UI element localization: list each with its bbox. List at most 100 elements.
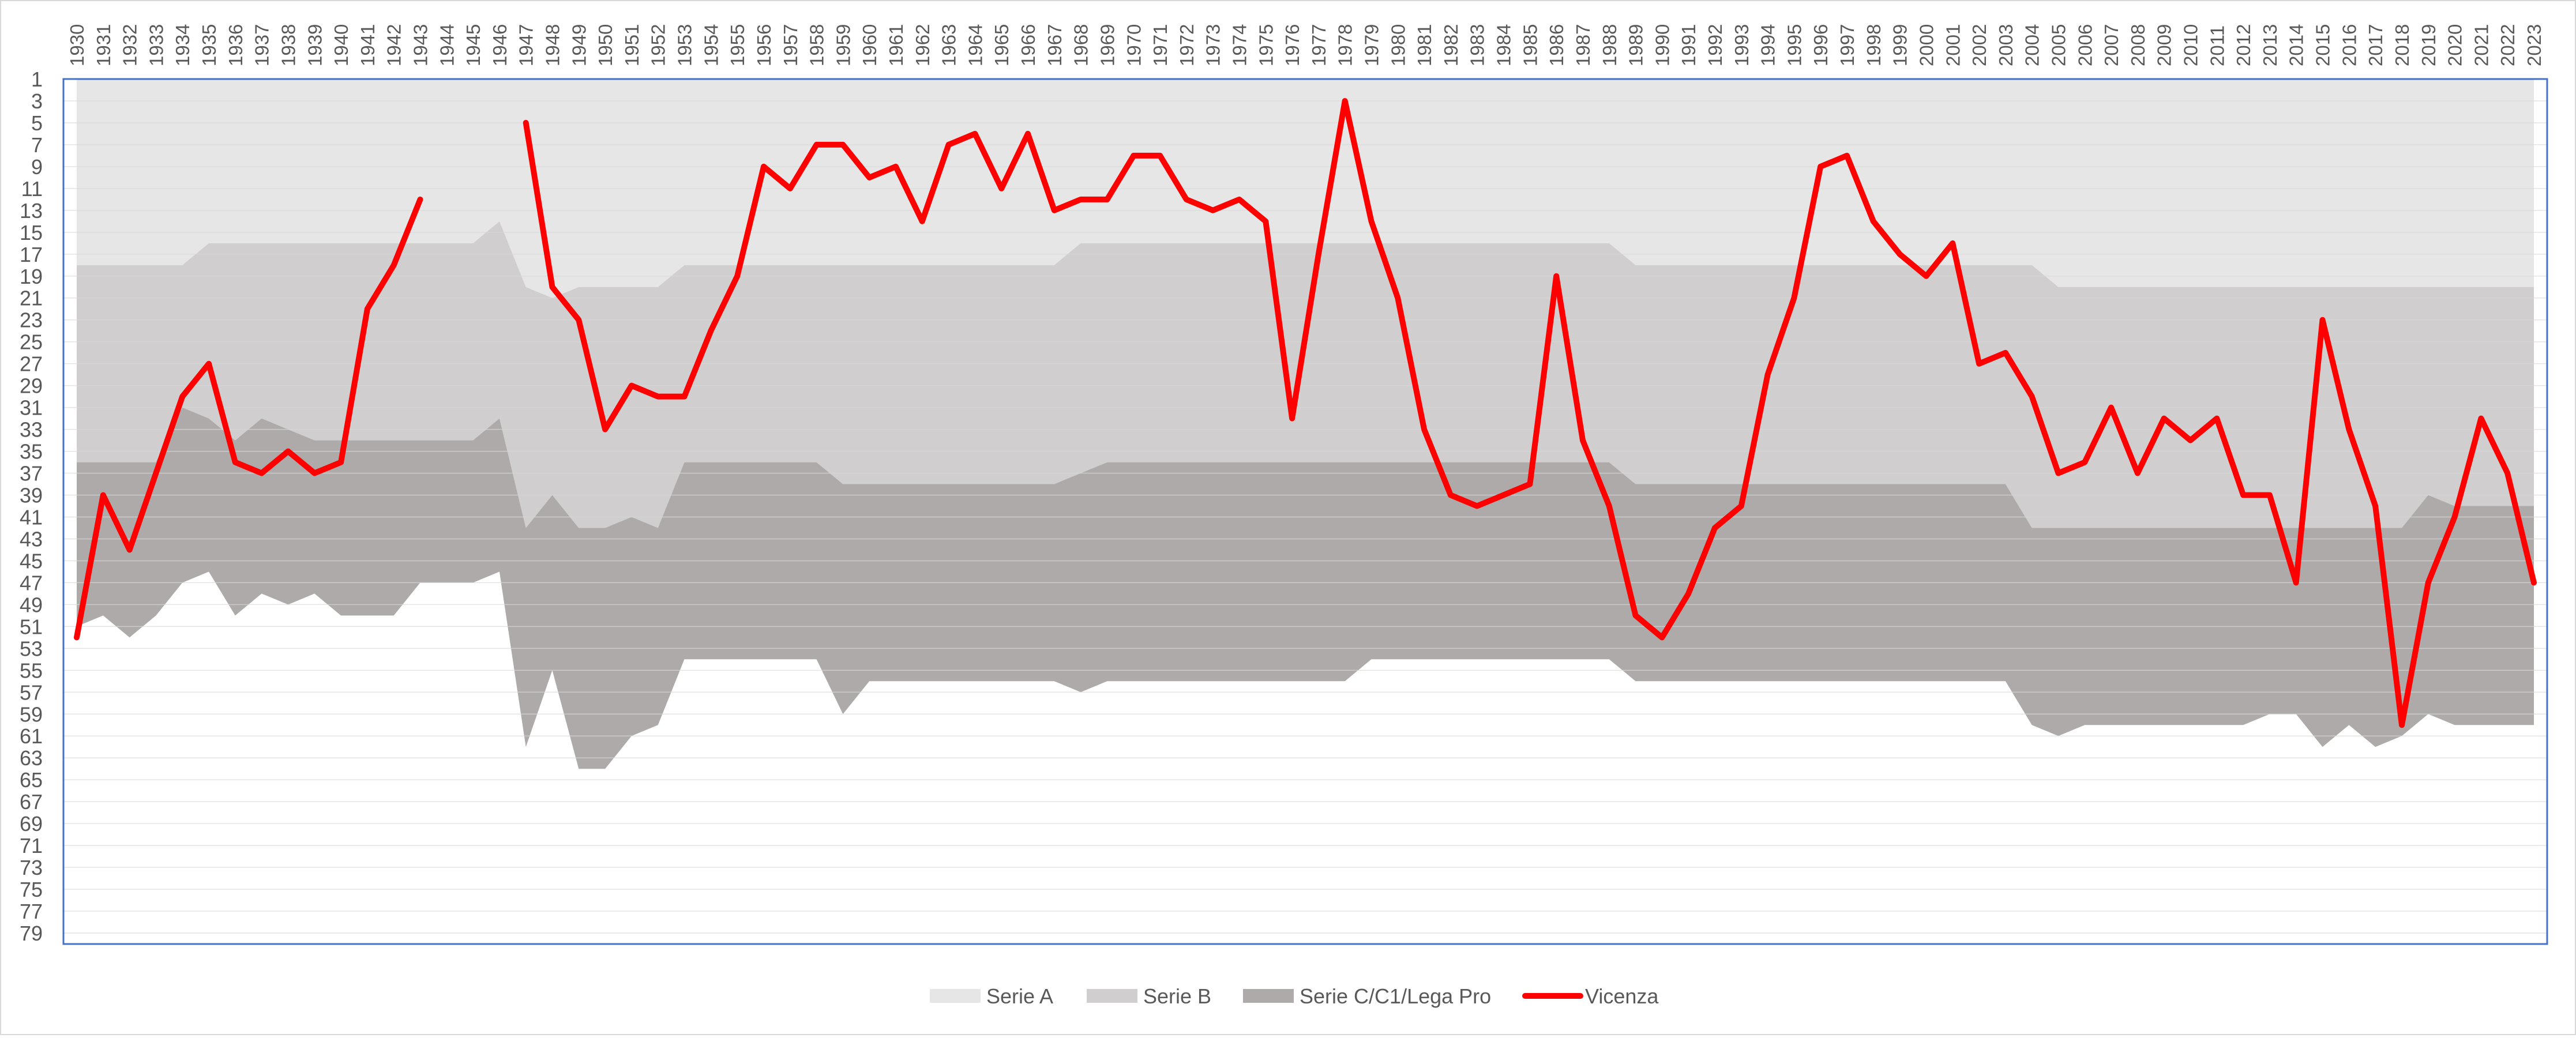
y-tick-label: 37 xyxy=(20,462,43,486)
y-tick-label: 1 xyxy=(31,67,43,91)
y-tick-label: 65 xyxy=(20,768,43,792)
y-tick-label: 45 xyxy=(20,549,43,573)
x-tick-label: 1972 xyxy=(1176,24,1197,66)
x-tick-label: 1991 xyxy=(1678,24,1699,66)
y-tick-label: 77 xyxy=(20,900,43,923)
x-tick-label: 2020 xyxy=(2444,24,2466,66)
x-tick-label: 1990 xyxy=(1651,24,1673,66)
y-tick-label: 67 xyxy=(20,790,43,814)
x-tick-label: 1962 xyxy=(912,24,933,66)
y-tick-label: 47 xyxy=(20,571,43,595)
y-tick-label: 27 xyxy=(20,352,43,376)
legend-swatch xyxy=(1243,989,1294,1003)
x-tick-label: 1940 xyxy=(331,24,352,66)
x-tick-label: 1945 xyxy=(463,24,484,66)
y-tick-label: 69 xyxy=(20,812,43,836)
y-tick-label: 23 xyxy=(20,309,43,332)
y-tick-label: 35 xyxy=(20,440,43,464)
y-tick-label: 15 xyxy=(20,221,43,245)
x-tick-label: 1950 xyxy=(595,24,616,66)
x-tick-label: 1963 xyxy=(938,24,960,66)
y-tick-label: 71 xyxy=(20,834,43,858)
x-tick-label: 1994 xyxy=(1758,24,1779,66)
x-tick-label: 1975 xyxy=(1255,24,1276,66)
x-tick-label: 1955 xyxy=(727,24,748,66)
x-tick-label: 1942 xyxy=(384,24,405,66)
x-tick-label: 1978 xyxy=(1335,24,1356,66)
x-tick-label: 1969 xyxy=(1097,24,1118,66)
plot-border xyxy=(62,78,2548,945)
x-tick-label: 1930 xyxy=(66,24,88,66)
x-tick-label: 2015 xyxy=(2312,24,2334,66)
x-tick-label: 2012 xyxy=(2233,24,2254,66)
x-tick-label: 1966 xyxy=(1017,24,1039,66)
legend-item: Vicenza xyxy=(1522,984,1659,1008)
y-tick-label: 57 xyxy=(20,680,43,704)
x-tick-label: 2017 xyxy=(2365,24,2386,66)
x-tick-label: 1946 xyxy=(489,24,510,66)
x-tick-label: 1988 xyxy=(1599,24,1620,66)
y-tick-label: 73 xyxy=(20,856,43,879)
x-tick-label: 1958 xyxy=(806,24,828,66)
x-tick-label: 1957 xyxy=(780,24,801,66)
x-tick-label: 1947 xyxy=(516,24,537,66)
x-tick-label: 1980 xyxy=(1387,24,1409,66)
x-tick-label: 1971 xyxy=(1150,24,1171,66)
x-tick-label: 1941 xyxy=(357,24,378,66)
x-tick-label: 2014 xyxy=(2286,24,2307,66)
legend-label: Serie B xyxy=(1143,984,1211,1008)
legend-label: Serie C/C1/Lega Pro xyxy=(1300,984,1491,1008)
x-tick-label: 2011 xyxy=(2206,25,2228,66)
grid-layer xyxy=(63,78,2547,934)
x-tick-label: 2009 xyxy=(2154,24,2175,66)
legend: Serie A Serie B Serie C/C1/Lega Pro Vicenza xyxy=(930,984,1659,1008)
y-tick-label: 51 xyxy=(20,615,43,638)
x-tick-label: 2005 xyxy=(2048,24,2070,66)
legend-item: Serie C/C1/Lega Pro xyxy=(1243,984,1491,1008)
y-axis: 1357911131517192123252729313335373941434… xyxy=(20,67,43,945)
x-tick-label: 1944 xyxy=(436,24,457,66)
x-tick-label: 2010 xyxy=(2180,24,2202,66)
x-tick-label: 1932 xyxy=(119,24,141,66)
x-tick-label: 1977 xyxy=(1308,24,1330,66)
x-tick-label: 1976 xyxy=(1282,24,1303,66)
x-tick-label: 1949 xyxy=(568,24,589,66)
x-tick-label: 1934 xyxy=(172,24,193,66)
legend-label: Serie A xyxy=(986,984,1053,1008)
x-tick-label: 1992 xyxy=(1704,24,1726,66)
x-tick-label: 2023 xyxy=(2524,24,2545,66)
x-tick-label: 1996 xyxy=(1810,24,1831,66)
y-tick-label: 33 xyxy=(20,418,43,442)
x-tick-label: 2000 xyxy=(1916,24,1937,66)
x-tick-label: 1987 xyxy=(1572,24,1594,66)
area-band-2 xyxy=(77,407,2534,769)
x-tick-label: 1959 xyxy=(832,24,854,66)
x-tick-label: 1979 xyxy=(1361,24,1383,66)
x-tick-label: 1984 xyxy=(1493,24,1515,66)
x-tick-label: 1956 xyxy=(753,24,775,66)
y-tick-label: 5 xyxy=(31,111,43,135)
x-tick-label: 1968 xyxy=(1071,24,1092,66)
x-tick-label: 1938 xyxy=(278,24,299,66)
x-tick-label: 1961 xyxy=(885,24,907,66)
y-tick-label: 59 xyxy=(20,702,43,726)
x-tick-label: 2002 xyxy=(1969,24,1990,66)
x-tick-label: 1939 xyxy=(304,24,325,66)
x-tick-label: 1993 xyxy=(1731,24,1752,66)
x-tick-label: 1937 xyxy=(251,24,273,66)
y-tick-label: 7 xyxy=(31,133,43,157)
x-tick-label: 1964 xyxy=(964,24,986,66)
x-tick-label: 1999 xyxy=(1890,24,1911,66)
y-tick-label: 43 xyxy=(20,527,43,551)
y-tick-label: 9 xyxy=(31,155,43,179)
legend-swatch xyxy=(1087,989,1137,1003)
line-layer xyxy=(74,98,2537,728)
x-tick-label: 1933 xyxy=(145,24,167,66)
y-tick-label: 41 xyxy=(20,505,43,529)
x-tick-label: 1931 xyxy=(93,24,114,66)
y-tick-label: 3 xyxy=(31,89,43,113)
x-tick-label: 2022 xyxy=(2497,24,2518,66)
series-line-segment xyxy=(523,98,2537,728)
y-tick-label: 19 xyxy=(20,265,43,288)
